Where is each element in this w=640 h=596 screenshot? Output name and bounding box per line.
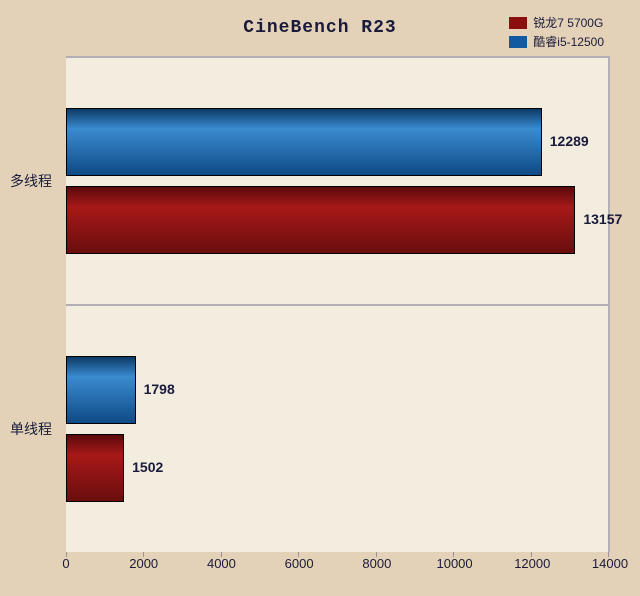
ylabel-single-thread: 单线程: [10, 419, 52, 439]
x-axis: 02000400060008000100001200014000: [66, 556, 610, 580]
x-tick: 10000: [436, 556, 472, 571]
x-tick: 2000: [129, 556, 158, 571]
cinebench-chart: CineBench R23 锐龙7 5700G 酷睿i5-12500 多线程 1…: [0, 0, 640, 596]
x-tick: 4000: [207, 556, 236, 571]
value-label-cat1-series0: 1502: [132, 459, 163, 475]
bar-cat1-series1: [66, 356, 136, 424]
x-tick: 0: [62, 556, 69, 571]
value-label-cat0-series1: 12289: [550, 133, 589, 149]
bar-cat1-series0: [66, 434, 124, 502]
legend-item: 酷睿i5-12500: [509, 33, 604, 50]
x-tick: 14000: [592, 556, 628, 571]
x-tick: 12000: [514, 556, 550, 571]
panel-single-thread: 单线程 17981502: [66, 304, 610, 552]
value-label-cat1-series1: 1798: [144, 381, 175, 397]
legend-item: 锐龙7 5700G: [509, 14, 604, 31]
x-tick: 6000: [285, 556, 314, 571]
legend-swatch-series0: [509, 17, 527, 29]
legend-label-series0: 锐龙7 5700G: [533, 14, 603, 31]
legend: 锐龙7 5700G 酷睿i5-12500: [509, 14, 604, 52]
bar-cat0-series0: [66, 186, 575, 254]
x-tick: 8000: [362, 556, 391, 571]
value-label-cat0-series0: 13157: [583, 211, 622, 227]
plot-area: 多线程 1228913157 单线程 17981502 020004000600…: [66, 56, 610, 552]
ylabel-multi-thread: 多线程: [10, 171, 52, 191]
legend-swatch-series1: [509, 36, 527, 48]
legend-label-series1: 酷睿i5-12500: [533, 33, 604, 50]
panel-multi-thread: 多线程 1228913157: [66, 56, 610, 304]
bar-cat0-series1: [66, 108, 542, 176]
